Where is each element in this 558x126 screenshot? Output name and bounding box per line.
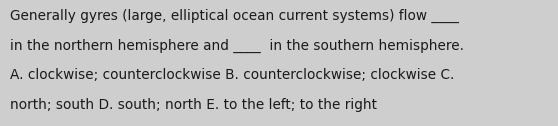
Text: A. clockwise; counterclockwise B. counterclockwise; clockwise C.: A. clockwise; counterclockwise B. counte… [10,68,454,82]
Text: Generally gyres (large, elliptical ocean current systems) flow ____: Generally gyres (large, elliptical ocean… [10,9,459,23]
Text: in the northern hemisphere and ____  in the southern hemisphere.: in the northern hemisphere and ____ in t… [10,38,464,53]
Text: north; south D. south; north E. to the left; to the right: north; south D. south; north E. to the l… [10,98,377,112]
